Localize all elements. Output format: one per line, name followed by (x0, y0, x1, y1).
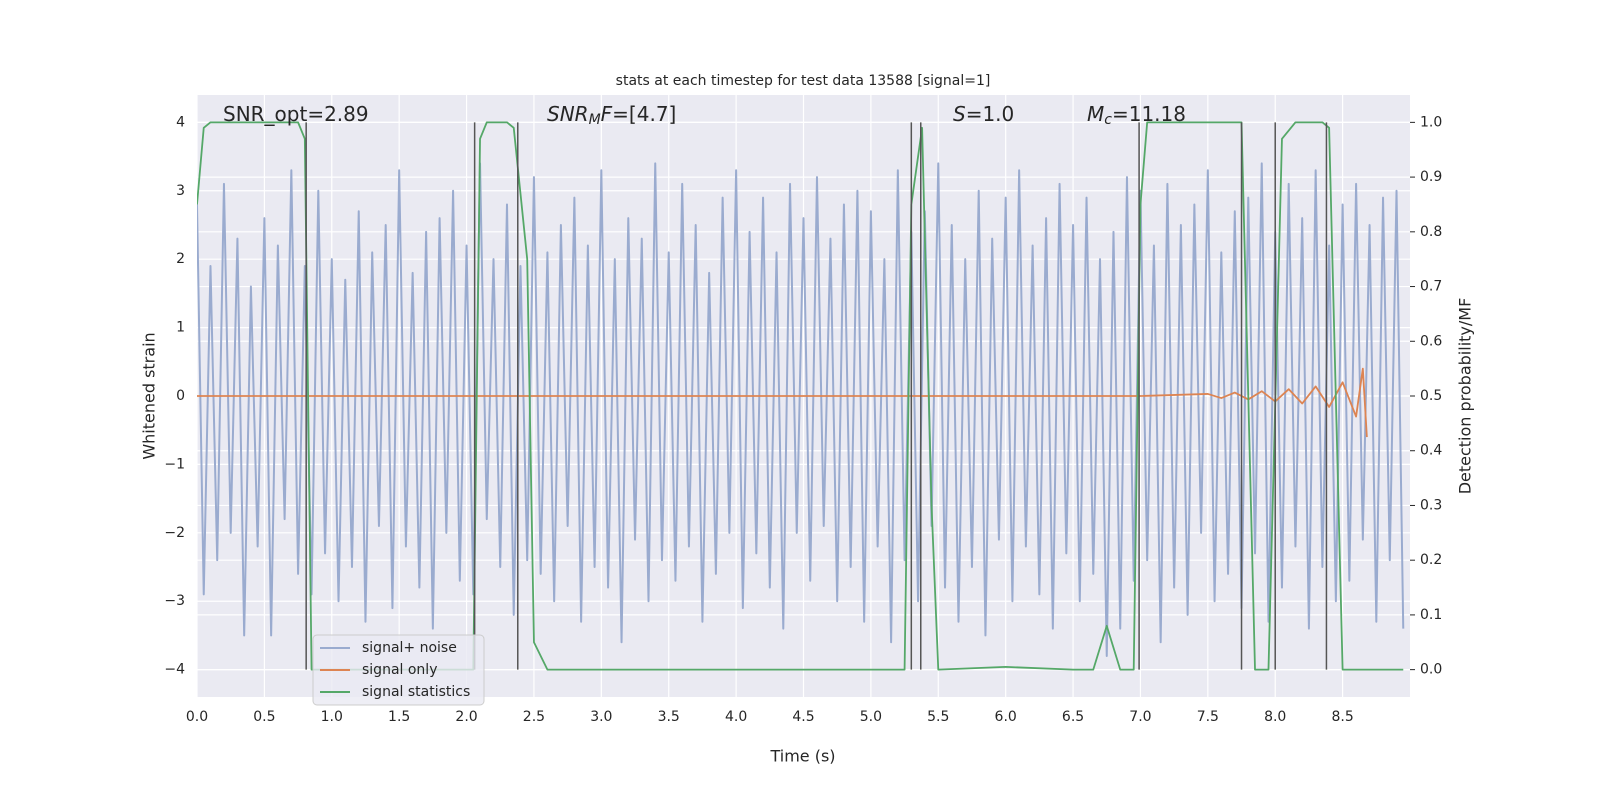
chart-title: stats at each timestep for test data 135… (616, 73, 991, 89)
x-tick-label: 8.0 (1264, 709, 1286, 725)
y2-tick-label: 0.7 (1420, 279, 1442, 295)
y-tick-label: −1 (164, 456, 185, 472)
y-tick-label: 1 (176, 320, 185, 336)
legend-box (312, 634, 485, 706)
annotation-part: M (1087, 102, 1104, 126)
annotation: SNR_opt=2.89 (223, 102, 369, 126)
y2-tick-label: 0.9 (1420, 169, 1442, 185)
x-tick-label: 5.0 (860, 709, 882, 725)
y2-tick-label: 0.5 (1420, 388, 1442, 404)
x-tick-label: 5.5 (927, 709, 949, 725)
y2-tick-label: 0.4 (1420, 443, 1442, 459)
y2-axis-label: Detection probability/MF (1456, 298, 1475, 495)
x-tick-label: 6.0 (995, 709, 1017, 725)
y-tick-label: −3 (164, 593, 185, 609)
legend-label: signal+ noise (362, 640, 457, 656)
x-tick-label: 1.0 (321, 709, 343, 725)
y2-tick-label: 0.3 (1420, 497, 1442, 513)
legend: signal+ noise signal only signal statistic… (312, 634, 485, 706)
y2-tick-label: 0.0 (1420, 662, 1442, 678)
annotation-part: SNR (547, 102, 589, 126)
x-tick-label: 1.5 (388, 709, 410, 725)
y2-tick-label: 0.2 (1420, 552, 1442, 568)
annotation-part: =[4.7] (612, 102, 676, 126)
x-tick-label: 7.0 (1129, 709, 1151, 725)
y2-tick-label: 0.6 (1420, 333, 1442, 349)
y-tick-label: 2 (176, 251, 185, 267)
series-line (197, 367, 1368, 438)
annotation-part: =1.0 (966, 102, 1015, 126)
y2-tick-label: 1.0 (1420, 114, 1442, 130)
annotation: S=1.0 (953, 102, 1014, 126)
x-tick-label: 3.5 (658, 709, 680, 725)
y-tick-label: 4 (176, 114, 185, 130)
legend-label: signal statistics (362, 684, 470, 700)
annotation: SNRMF=[4.7] (547, 102, 676, 129)
annotation-part: S (953, 102, 966, 126)
y-axis-label: Whitened strain (140, 332, 159, 459)
y-tick-label: 3 (176, 183, 185, 199)
x-tick-label: 7.5 (1197, 709, 1219, 725)
y-tick-label: −4 (164, 662, 185, 678)
series-line (197, 162, 1405, 657)
y2-tick-label: 0.8 (1420, 224, 1442, 240)
x-tick-label: 4.0 (725, 709, 747, 725)
annotation-part: =11.18 (1112, 102, 1186, 126)
y2-tick-label: 0.1 (1420, 607, 1442, 623)
annotation: Mc=11.18 (1087, 102, 1186, 129)
legend-label: signal only (362, 662, 437, 678)
annotation-part: F (601, 102, 613, 126)
x-tick-label: 0.0 (186, 709, 208, 725)
annotation-part: SNR_opt=2.89 (223, 102, 369, 126)
x-tick-label: 0.5 (253, 709, 275, 725)
x-tick-label: 6.5 (1062, 709, 1084, 725)
annotation-part: c (1104, 112, 1112, 128)
y-tick-label: −2 (164, 525, 185, 541)
annotation-part: M (589, 112, 601, 128)
x-tick-label: 8.5 (1331, 709, 1353, 725)
x-tick-label: 4.5 (792, 709, 814, 725)
y-tick-label: 0 (176, 388, 185, 404)
x-tick-label: 2.0 (455, 709, 477, 725)
x-axis-label: Time (s) (769, 747, 835, 766)
x-tick-label: 2.5 (523, 709, 545, 725)
x-tick-label: 3.0 (590, 709, 612, 725)
